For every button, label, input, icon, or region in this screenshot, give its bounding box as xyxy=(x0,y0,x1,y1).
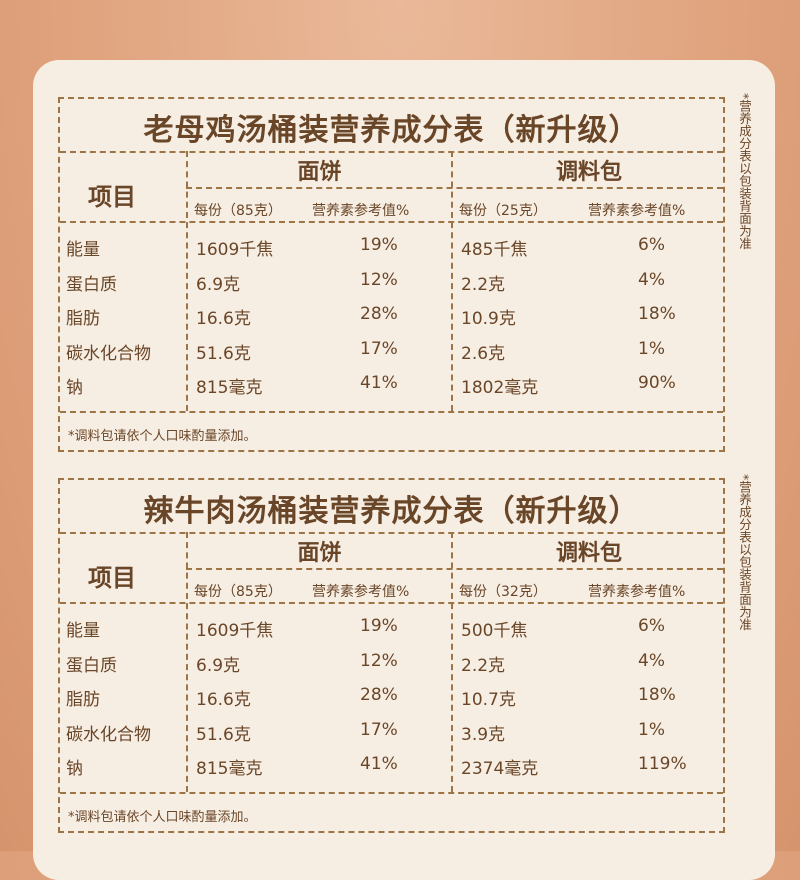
seasoning-percent: 90% xyxy=(638,373,676,393)
divider xyxy=(60,151,723,153)
nutrition-table: 老母鸡汤桶装营养成分表（新升级） 项目 面饼 调料包每份（85克） 营养素参考值% 每份（… xyxy=(58,97,725,452)
seasoning-header: 调料包 xyxy=(555,160,622,185)
noodle-nrv: 营养素参考值% xyxy=(312,584,410,600)
divider xyxy=(451,532,453,792)
noodle-value: 51.6克 xyxy=(196,343,251,364)
noodle-serving: 每份（85克） xyxy=(194,584,282,600)
side-note: *营养成分表以包装背面为准 xyxy=(737,93,752,250)
noodle-percent: 41% xyxy=(360,754,398,774)
seasoning-value: 2.2克 xyxy=(461,274,506,295)
table-note: *调料包请依个人口味酌量添加。 xyxy=(68,429,257,444)
noodle-nrv: 营养素参考值% xyxy=(312,203,410,219)
seasoning-value: 10.7克 xyxy=(461,690,516,710)
noodle-percent: 17% xyxy=(360,338,398,359)
table-title: 老母鸡汤桶装营养成分表（新升级） xyxy=(143,113,640,148)
seasoning-nrv: 营养素参考值% xyxy=(588,203,686,219)
nutrient-name: 脂肪 xyxy=(66,309,100,329)
noodle-percent: 17% xyxy=(360,719,398,740)
noodle-percent: 28% xyxy=(360,685,398,705)
nutrient-name: 蛋白质 xyxy=(66,274,117,295)
noodle-percent: 19% xyxy=(360,616,398,636)
seasoning-value: 485千焦 xyxy=(461,240,528,260)
content-card xyxy=(33,60,775,880)
seasoning-percent: 4% xyxy=(638,650,665,671)
divider xyxy=(186,151,188,411)
seasoning-serving: 每份（32克） xyxy=(459,584,547,600)
seasoning-value: 2.2克 xyxy=(461,655,506,676)
nutrition-table: 辣牛肉汤桶装营养成分表（新升级） 项目 面饼 调料包每份（85克） 营养素参考值% 每份（… xyxy=(58,478,725,833)
nutrient-name: 能量 xyxy=(66,240,100,260)
nutrient-name: 碳水化合物 xyxy=(66,343,151,364)
seasoning-value: 1802毫克 xyxy=(461,378,539,398)
seasoning-value: 500千焦 xyxy=(461,621,528,641)
noodle-value: 815毫克 xyxy=(196,378,263,398)
noodle-value: 815毫克 xyxy=(196,759,263,779)
noodle-header: 面饼 xyxy=(297,160,342,185)
seasoning-percent: 18% xyxy=(638,304,676,324)
nutrient-name: 钠 xyxy=(66,378,83,398)
nutrient-name: 能量 xyxy=(66,621,100,641)
noodle-percent: 12% xyxy=(360,650,398,671)
seasoning-percent: 1% xyxy=(638,719,665,740)
item-header: 项目 xyxy=(88,183,136,211)
seasoning-value: 3.9克 xyxy=(461,724,506,745)
seasoning-percent: 18% xyxy=(638,685,676,705)
noodle-value: 6.9克 xyxy=(196,274,241,295)
divider xyxy=(60,792,723,794)
divider xyxy=(186,532,188,792)
divider xyxy=(451,151,453,411)
seasoning-percent: 1% xyxy=(638,338,665,359)
seasoning-value: 2374毫克 xyxy=(461,759,539,779)
nutrient-name: 蛋白质 xyxy=(66,655,117,676)
noodle-percent: 41% xyxy=(360,373,398,393)
noodle-value: 16.6克 xyxy=(196,309,251,329)
seasoning-serving: 每份（25克） xyxy=(459,203,547,219)
noodle-header: 面饼 xyxy=(297,541,342,566)
seasoning-percent: 119% xyxy=(638,754,687,774)
divider xyxy=(186,568,723,570)
table-note: *调料包请依个人口味酌量添加。 xyxy=(68,810,257,825)
side-note: *营养成分表以包装背面为准 xyxy=(737,474,752,631)
noodle-value: 51.6克 xyxy=(196,724,251,745)
nutrient-name: 碳水化合物 xyxy=(66,724,151,745)
noodle-serving: 每份（85克） xyxy=(194,203,282,219)
seasoning-header: 调料包 xyxy=(555,541,622,566)
divider xyxy=(60,411,723,413)
seasoning-value: 10.9克 xyxy=(461,309,516,329)
noodle-percent: 28% xyxy=(360,304,398,324)
seasoning-value: 2.6克 xyxy=(461,343,506,364)
nutrient-name: 钠 xyxy=(66,759,83,779)
divider xyxy=(60,221,723,223)
noodle-value: 6.9克 xyxy=(196,655,241,676)
divider xyxy=(60,602,723,604)
table-title: 辣牛肉汤桶装营养成分表（新升级） xyxy=(143,494,640,529)
noodle-percent: 12% xyxy=(360,269,398,290)
divider xyxy=(186,187,723,189)
seasoning-nrv: 营养素参考值% xyxy=(588,584,686,600)
seasoning-percent: 4% xyxy=(638,269,665,290)
noodle-value: 16.6克 xyxy=(196,690,251,710)
noodle-value: 1609千焦 xyxy=(196,621,274,641)
item-header: 项目 xyxy=(88,564,136,592)
nutrient-name: 脂肪 xyxy=(66,690,100,710)
seasoning-percent: 6% xyxy=(638,616,665,636)
noodle-percent: 19% xyxy=(360,235,398,255)
noodle-value: 1609千焦 xyxy=(196,240,274,260)
divider xyxy=(60,532,723,534)
seasoning-percent: 6% xyxy=(638,235,665,255)
